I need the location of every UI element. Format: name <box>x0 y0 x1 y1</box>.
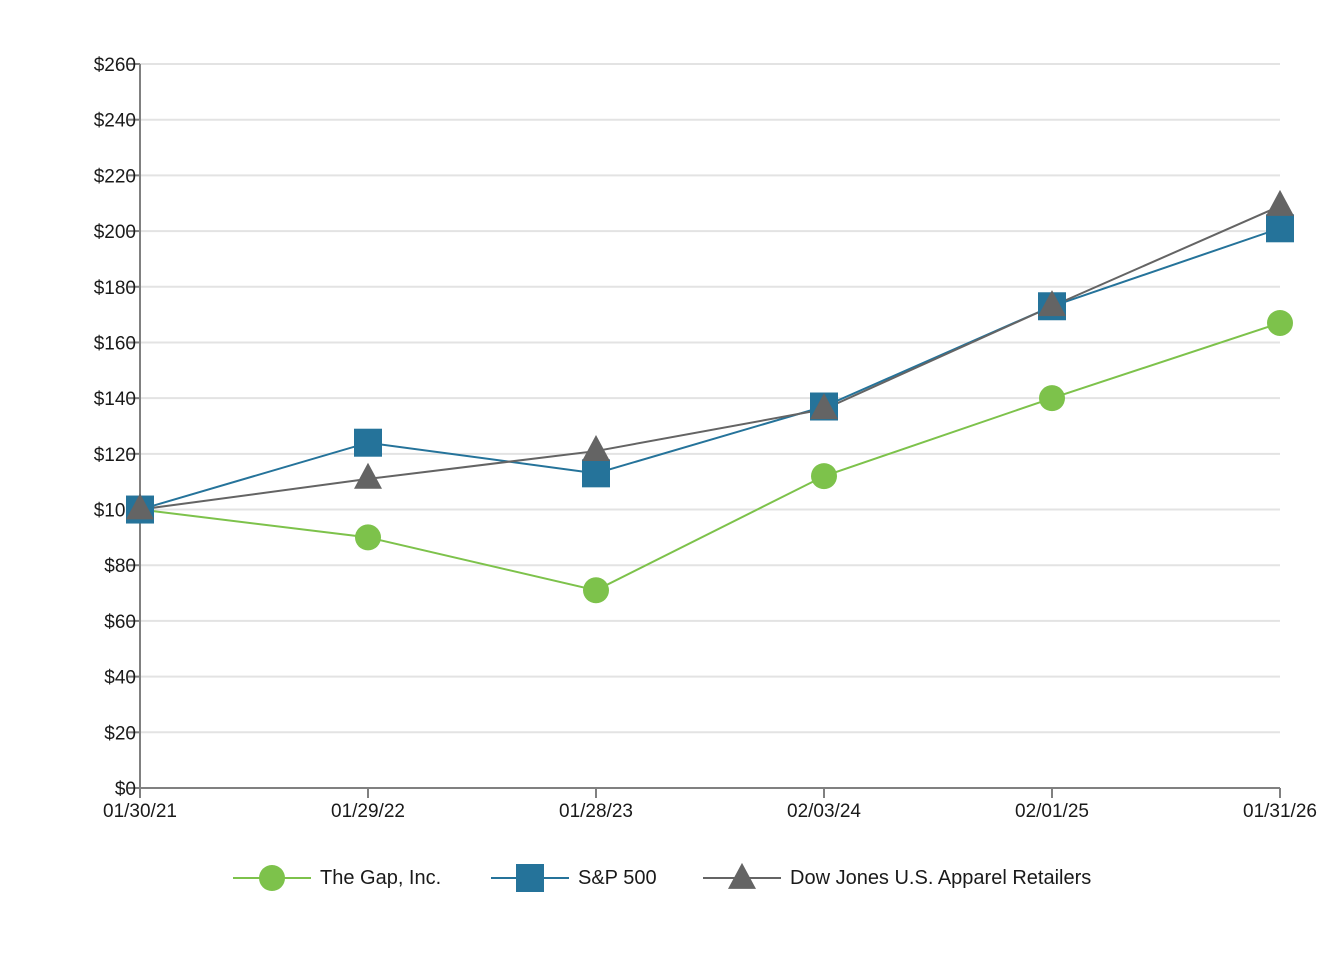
legend: The Gap, Inc. S&P 500 Dow Jones U.S. Appar… <box>233 862 1091 892</box>
legend-marker-dowjones <box>728 862 756 889</box>
legend-label: S&P 500 <box>578 867 657 889</box>
data-point-gap <box>583 577 609 604</box>
series-line-dowjones <box>139 205 1281 511</box>
y-tick-label: $60 <box>104 612 136 633</box>
x-tick-label: 02/01/25 <box>1015 801 1089 822</box>
series-line-gap <box>139 322 1281 592</box>
data-point-gap <box>1039 385 1065 412</box>
y-tick-label: $200 <box>94 222 136 243</box>
x-tick-label: 01/29/22 <box>331 801 405 822</box>
series-group <box>126 189 1294 604</box>
x-tick-label: 01/28/23 <box>559 801 633 822</box>
data-point-dowjones <box>126 493 154 520</box>
legend-marker-gap <box>259 865 285 891</box>
y-tick-label: $160 <box>94 333 136 354</box>
y-tick-label: $100 <box>94 501 136 522</box>
y-tick-label: $140 <box>94 389 136 410</box>
legend-label: The Gap, Inc. <box>320 867 441 889</box>
data-point-dowjones <box>1038 290 1066 317</box>
axes: $0 $20 $40 $60 $80 $100 $120 $140 $160 $180 $200 $2… <box>94 55 1317 822</box>
data-point-sp500 <box>1266 214 1294 243</box>
y-tick-label: $20 <box>104 723 136 744</box>
y-tick-label: $240 <box>94 111 136 132</box>
data-point-dowjones <box>810 393 838 420</box>
legend-item-dowjones: Dow Jones U.S. Apparel Retailers <box>703 862 1091 889</box>
y-tick-label: $0 <box>115 779 136 800</box>
data-point-gap <box>355 524 381 551</box>
legend-item-gap: The Gap, Inc. <box>233 865 441 891</box>
y-tick-label: $120 <box>94 445 136 466</box>
y-tick-label: $40 <box>104 668 136 689</box>
data-point-sp500 <box>582 459 610 488</box>
y-tick-label: $220 <box>94 166 136 187</box>
y-tick-label: $260 <box>94 55 136 76</box>
gridlines <box>140 63 1280 734</box>
legend-item-sp500: S&P 500 <box>491 864 657 892</box>
data-point-gap <box>811 463 837 490</box>
legend-label: Dow Jones U.S. Apparel Retailers <box>790 867 1091 889</box>
y-tick-label: $80 <box>104 556 136 577</box>
data-point-gap <box>1267 309 1293 336</box>
x-tick-label: 01/30/21 <box>103 801 177 822</box>
x-tick-label: 01/31/26 <box>1243 801 1317 822</box>
series-line-sp500 <box>139 227 1281 511</box>
x-tick-label: 02/03/24 <box>787 801 861 822</box>
data-point-dowjones <box>354 462 382 489</box>
data-point-dowjones <box>582 434 610 461</box>
data-point-sp500 <box>354 428 382 457</box>
y-tick-label: $180 <box>94 278 136 299</box>
data-point-dowjones <box>1266 189 1294 216</box>
legend-marker-sp500 <box>516 864 544 892</box>
